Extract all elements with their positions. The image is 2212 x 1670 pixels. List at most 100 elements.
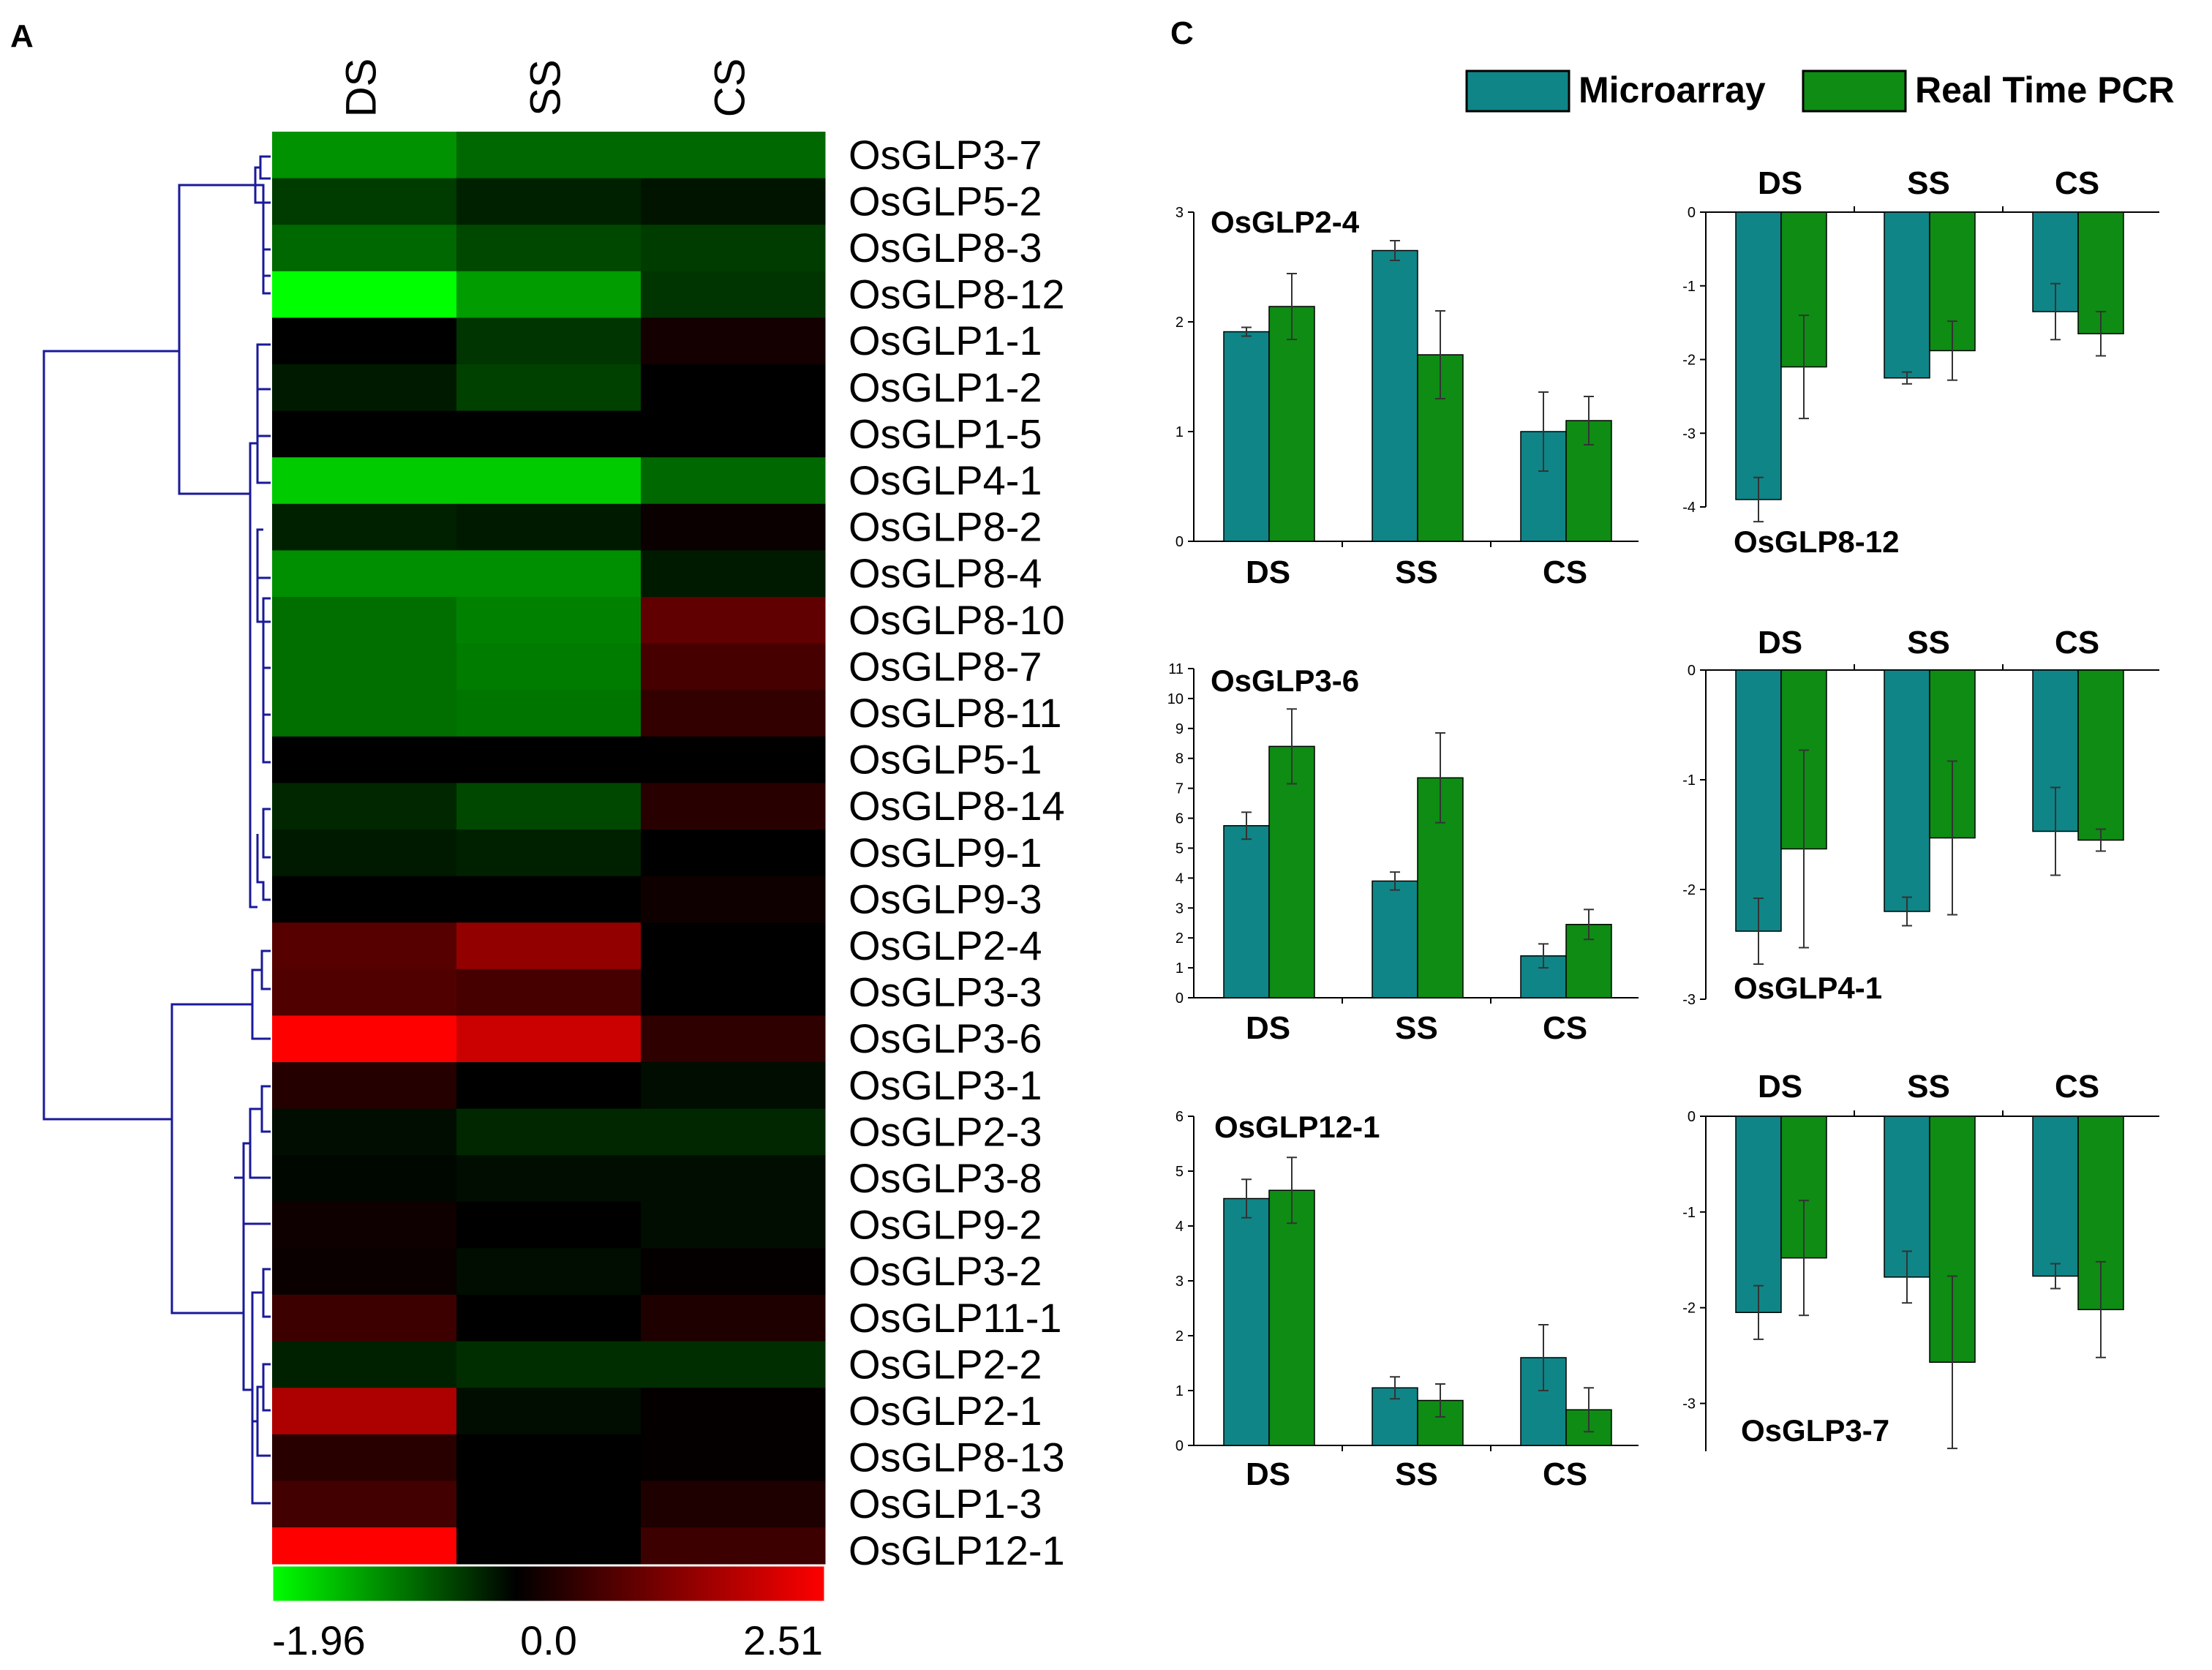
- osglp3-6-y-tick-label: 1: [1175, 960, 1184, 977]
- heatmap-row-label-osglp8-12: OsGLP8-12: [849, 271, 1065, 317]
- heatmap-cell-osglp5-2-ds: [272, 178, 457, 225]
- heatmap-cell-osglp8-12-ss: [456, 271, 642, 318]
- heatmap-cell-osglp1-1-ss: [456, 317, 642, 365]
- heatmap-row-label-osglp8-2: OsGLP8-2: [849, 504, 1042, 550]
- osglp3-7-category-ds: DS: [1758, 1069, 1802, 1105]
- heatmap-row-label-osglp3-1: OsGLP3-1: [849, 1062, 1042, 1108]
- osglp12-1-category-cs: CS: [1543, 1456, 1587, 1492]
- heatmap-cell-osglp8-13-ds: [272, 1434, 457, 1481]
- heatmap-row-label-osglp2-3: OsGLP2-3: [849, 1108, 1042, 1154]
- heatmap-cell-osglp8-3-ss: [456, 225, 642, 272]
- legend: Microarray Real Time PCR: [1465, 69, 2175, 113]
- osglp4-1-bar-microarray-ds: [1735, 669, 1782, 932]
- bar-chart-osglp4-1: 0 -1 -2 -3 DS SS CS OsGLP4-1: [1682, 625, 2159, 1008]
- heatmap-cell-osglp1-2-ss: [456, 364, 642, 412]
- osglp8-12-bar-microarray-ds: [1735, 211, 1782, 500]
- osglp2-4-y-tick-label: 0: [1175, 534, 1184, 550]
- osglp12-1-bar-microarray-ds: [1223, 1197, 1270, 1446]
- osglp3-6-y-tick-label: 10: [1167, 691, 1184, 707]
- heatmap-cell-osglp8-2-ds: [272, 503, 457, 551]
- heatmap-cell-osglp9-3-ss: [456, 876, 642, 923]
- heatmap-cell-osglp1-5-ss: [456, 410, 642, 458]
- osglp8-12-y-tick-label: -2: [1682, 353, 1696, 369]
- heatmap-cell-osglp8-11-ds: [272, 690, 457, 737]
- heatmap-cell-osglp2-4-ds: [272, 922, 457, 970]
- osglp3-7-y-tick-label: 0: [1688, 1109, 1696, 1125]
- heatmap-cell-osglp3-8-ds: [272, 1155, 457, 1203]
- osglp4-1-category-cs: CS: [2055, 625, 2099, 661]
- osglp4-1-bar-microarray-ss: [1884, 669, 1930, 912]
- osglp2-4-title: OsGLP2-4: [1211, 205, 1360, 239]
- osglp4-1-y-tick-label: -2: [1682, 882, 1696, 898]
- osglp12-1-y-tick-label: 4: [1175, 1219, 1184, 1235]
- heatmap-cell-osglp8-11-cs: [641, 690, 826, 737]
- heatmap-cell-osglp4-1-cs: [641, 457, 826, 505]
- heatmap-cell-osglp1-3-ss: [456, 1481, 642, 1528]
- heatmap-cell-osglp8-11-ss: [456, 690, 642, 737]
- osglp12-1-y-tick-label: 2: [1175, 1328, 1184, 1344]
- scale-min-label: -1.96: [272, 1617, 366, 1663]
- osglp3-6-y-tick-label: 5: [1175, 840, 1184, 857]
- osglp3-6-y-tick-label: 9: [1175, 721, 1184, 737]
- heatmap-cell-osglp9-1-cs: [641, 830, 826, 877]
- heatmap-cell-osglp8-10-cs: [641, 597, 826, 644]
- osglp3-6-bar-microarray-ds: [1223, 825, 1270, 998]
- osglp4-1-y-tick-label: -1: [1682, 772, 1696, 789]
- heatmap-cell-osglp11-1-ds: [272, 1295, 457, 1342]
- heatmap-row-label-osglp9-3: OsGLP9-3: [849, 876, 1042, 922]
- heatmap-cell-osglp1-1-cs: [641, 317, 826, 365]
- heatmap-cell-osglp9-2-cs: [641, 1201, 826, 1249]
- heatmap-cell-osglp8-12-cs: [641, 271, 826, 318]
- color-scale: -1.96 0.0 2.51: [271, 1564, 827, 1663]
- osglp2-4-y-tick-label: 2: [1175, 315, 1184, 331]
- osglp3-6-y-tick-label: 0: [1175, 990, 1184, 1007]
- heatmap-row-label-osglp9-1: OsGLP9-1: [849, 830, 1042, 876]
- osglp3-7-title: OsGLP3-7: [1741, 1413, 1889, 1448]
- heatmap-row-label-osglp4-1: OsGLP4-1: [849, 457, 1042, 503]
- heatmap-cell-osglp2-1-cs: [641, 1388, 826, 1435]
- osglp3-7-y-tick-label: -1: [1682, 1205, 1696, 1221]
- heatmap-cell-osglp3-2-cs: [641, 1248, 826, 1295]
- osglp3-6-title: OsGLP3-6: [1211, 663, 1359, 698]
- osglp12-1-category-ss: SS: [1395, 1456, 1438, 1492]
- heatmap-cell-osglp3-2-ds: [272, 1248, 457, 1295]
- scale-max-label: 2.51: [743, 1617, 823, 1663]
- osglp8-12-category-cs: CS: [2055, 165, 2099, 201]
- osglp12-1-y-tick-label: 6: [1175, 1109, 1184, 1125]
- heatmap-cell-osglp8-10-ds: [272, 597, 457, 644]
- scale-mid-label: 0.0: [520, 1617, 577, 1663]
- heatmap-cell-osglp8-13-ss: [456, 1434, 642, 1481]
- heatmap-row-label-osglp9-2: OsGLP9-2: [849, 1202, 1042, 1248]
- heatmap-cell-osglp11-1-cs: [641, 1295, 826, 1342]
- heatmap-cell-osglp9-3-cs: [641, 876, 826, 923]
- heatmap-cell-osglp1-2-cs: [641, 364, 826, 412]
- heatmap-cell-osglp5-2-ss: [456, 178, 642, 225]
- heatmap-row-label-osglp12-1: OsGLP12-1: [849, 1527, 1065, 1573]
- heatmap-cell-osglp2-1-ds: [272, 1388, 457, 1435]
- osglp12-1-y-tick-label: 3: [1175, 1274, 1184, 1290]
- heatmap-row-label-osglp1-3: OsGLP1-3: [849, 1481, 1042, 1527]
- legend-swatch-microarray: [1465, 69, 1570, 113]
- heatmap-row-label-osglp8-14: OsGLP8-14: [849, 783, 1065, 829]
- heatmap-cell-osglp8-4-ss: [456, 550, 642, 598]
- osglp3-6-bar-microarray-ss: [1372, 880, 1418, 998]
- osglp8-12-y-tick-label: 0: [1688, 205, 1696, 221]
- osglp12-1-y-tick-label: 5: [1175, 1164, 1184, 1180]
- osglp8-12-title: OsGLP8-12: [1734, 524, 1899, 559]
- osglp4-1-y-tick-label: 0: [1688, 663, 1696, 679]
- heatmap-cell-osglp1-3-ds: [272, 1481, 457, 1528]
- heatmap-row-label-osglp8-4: OsGLP8-4: [849, 550, 1042, 596]
- osglp2-4-bar-microarray-ss: [1372, 249, 1418, 542]
- heatmap-cell-osglp8-3-ds: [272, 225, 457, 272]
- heatmap-row-label-osglp8-11: OsGLP8-11: [849, 690, 1062, 736]
- osglp3-6-y-tick-label: 7: [1175, 781, 1184, 797]
- osglp3-7-category-ss: SS: [1907, 1069, 1950, 1105]
- heatmap-row-label-osglp5-2: OsGLP5-2: [849, 178, 1042, 224]
- legend-label-rtpcr: Real Time PCR: [1915, 69, 2175, 110]
- heatmap-cell-osglp2-3-cs: [641, 1108, 826, 1156]
- bar-chart-osglp2-4: 0 1 2 3 DS SS CS OsGLP2-4: [1175, 205, 1639, 590]
- heatmap-cell-osglp9-2-ss: [456, 1201, 642, 1249]
- heatmap-cell-osglp3-3-ds: [272, 968, 457, 1016]
- heatmap-cell-osglp5-1-cs: [641, 736, 826, 783]
- osglp2-4-category-ds: DS: [1246, 554, 1290, 590]
